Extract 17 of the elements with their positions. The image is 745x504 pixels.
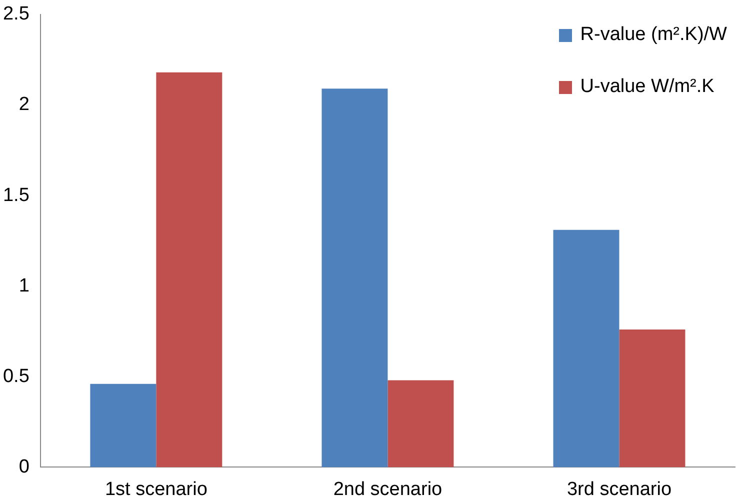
y-tick-label: 1.5 xyxy=(2,184,30,206)
y-tick-label: 2 xyxy=(18,94,30,116)
x-tick-label: 1st scenario xyxy=(104,478,208,500)
y-tick-label: 1 xyxy=(18,275,30,296)
bar xyxy=(619,330,686,468)
bar xyxy=(90,384,156,468)
y-tick-label: 2.5 xyxy=(2,4,30,25)
legend-label: U-value W/m².K xyxy=(580,76,714,98)
bar xyxy=(156,72,222,468)
bar xyxy=(553,230,620,468)
x-tick-label: 2nd scenario xyxy=(333,478,442,500)
y-tick-label: 0 xyxy=(18,456,30,478)
bar xyxy=(322,88,388,468)
y-tick-label: 0.5 xyxy=(2,366,30,387)
legend-label: R-value (m².K)/W xyxy=(580,24,727,46)
bar xyxy=(388,380,454,468)
x-tick-label: 3rd scenario xyxy=(566,478,672,500)
